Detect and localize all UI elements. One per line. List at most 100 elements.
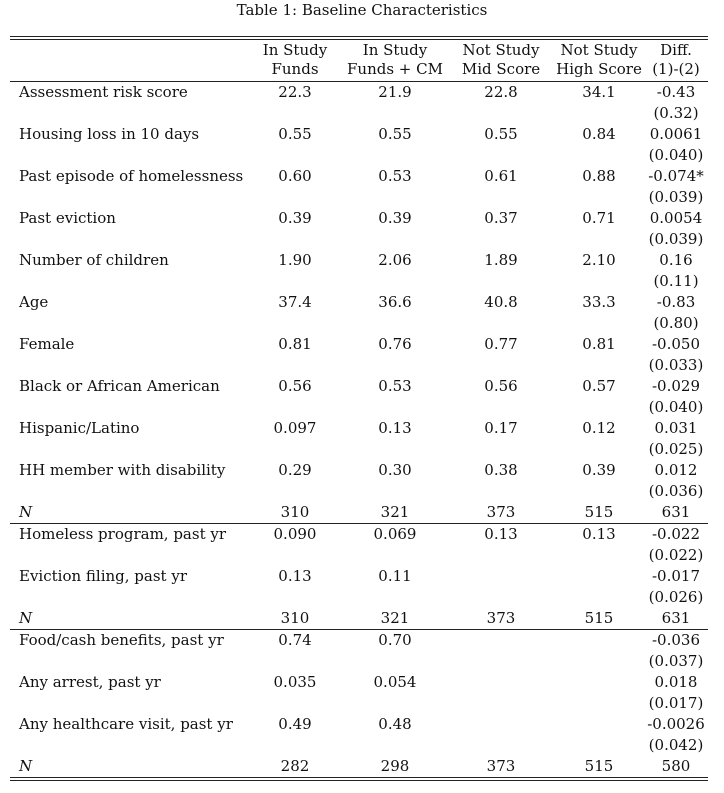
- blank-cell: [248, 229, 342, 250]
- blank-cell: [554, 103, 644, 124]
- standard-error-row: (0.036): [10, 481, 708, 502]
- standard-error-cell: (0.040): [648, 146, 704, 164]
- blank-cell: [248, 651, 342, 672]
- table-body: Assessment risk score 22.3 21.9 22.8 34.1 -0.…: [10, 81, 708, 778]
- table-cell: 0.13: [278, 567, 312, 585]
- table-row: Any arrest, past yr 0.035 0.054 0.018: [10, 672, 708, 693]
- blank-cell: [342, 481, 448, 502]
- table-cell: [554, 629, 644, 651]
- blank-cell: [248, 587, 342, 608]
- table-cell: 2.10: [582, 251, 616, 269]
- standard-error-cell: (0.32): [653, 104, 699, 122]
- sample-size-row: N 310 321 373 515 631: [10, 608, 708, 630]
- table-cell: -0.036: [644, 629, 708, 651]
- blank-cell: [342, 145, 448, 166]
- blank-cell: [10, 481, 248, 502]
- blank-cell: [554, 355, 644, 376]
- row-label: Female: [19, 335, 75, 353]
- blank-cell: [554, 735, 644, 756]
- blank-cell: [554, 693, 644, 714]
- table-cell: 0.39: [278, 209, 312, 227]
- blank-cell: [248, 145, 342, 166]
- blank-cell: [448, 187, 554, 208]
- table-cell: 33.3: [582, 293, 616, 311]
- table-cell: 0.49: [278, 715, 312, 733]
- table-cell: 0.090: [248, 523, 342, 545]
- blank-cell: [10, 103, 248, 124]
- blank-cell: [342, 271, 448, 292]
- table-cell: 0.48: [378, 715, 412, 733]
- standard-error-cell: (0.11): [653, 272, 699, 290]
- table-cell: -0.83: [656, 293, 696, 311]
- blank-cell: [448, 355, 554, 376]
- table-cell: 0.71: [582, 209, 616, 227]
- blank-cell: [10, 355, 248, 376]
- table-cell: 34.1: [554, 81, 644, 103]
- sample-size-cell: 373: [486, 503, 516, 521]
- column-header: In Study: [362, 41, 428, 59]
- sample-size-cell: 373: [486, 609, 516, 627]
- blank-cell: [342, 313, 448, 334]
- sample-size-cell: 515: [584, 503, 614, 521]
- table-cell: 0.56: [484, 377, 518, 395]
- blank-cell: [10, 229, 248, 250]
- table-cell: -0.074*: [648, 167, 704, 185]
- standard-error-row: (0.80): [10, 313, 708, 334]
- blank-cell: [342, 355, 448, 376]
- row-label: HH member with disability: [19, 461, 226, 479]
- table-cell: -0.022: [644, 523, 708, 545]
- table-cell: 1.90: [278, 251, 312, 269]
- table-cell: [448, 714, 554, 735]
- blank-cell: [448, 651, 554, 672]
- header-blank: [10, 40, 248, 60]
- table-cell: 0.11: [378, 567, 412, 585]
- standard-error-cell: (0.036): [648, 482, 704, 500]
- standard-error-cell: (0.039): [648, 188, 704, 206]
- blank-cell: [448, 103, 554, 124]
- row-label: Number of children: [19, 251, 169, 269]
- sample-size-row: N 282 298 373 515 580: [10, 756, 708, 777]
- table-cell: 0.13: [448, 523, 554, 545]
- sample-size-cell: 580: [661, 757, 691, 775]
- table-cell: 0.035: [273, 673, 317, 691]
- blank-cell: [448, 693, 554, 714]
- sample-size-cell: 515: [584, 609, 614, 627]
- blank-cell: [10, 693, 248, 714]
- table-cell: 0.054: [373, 673, 417, 691]
- blank-cell: [448, 229, 554, 250]
- standard-error-row: (0.022): [10, 545, 708, 566]
- sample-size-cell: 515: [584, 757, 614, 775]
- table-cell: 0.38: [484, 461, 518, 479]
- table-cell: 0.57: [582, 377, 616, 395]
- table-row: Age 37.4 36.6 40.8 33.3 -0.83: [10, 292, 708, 313]
- table-caption: Table 1: Baseline Characteristics: [236, 1, 488, 19]
- blank-cell: [248, 355, 342, 376]
- table-cell: [448, 672, 554, 693]
- table-cell: 0.81: [278, 335, 312, 353]
- blank-cell: [554, 545, 644, 566]
- sample-size-cell: 631: [661, 609, 691, 627]
- table-row: Food/cash benefits, past yr 0.74 0.70 -0.03…: [10, 629, 708, 651]
- column-header: Not Study: [462, 41, 540, 59]
- row-label: Past episode of homelessness: [19, 167, 244, 185]
- table-cell: 0.29: [278, 461, 312, 479]
- table-cell: -0.017: [651, 567, 700, 585]
- table-cell: 0.55: [484, 125, 518, 143]
- table-row: Assessment risk score 22.3 21.9 22.8 34.1 -0.…: [10, 81, 708, 103]
- blank-cell: [448, 735, 554, 756]
- table-cell: 0.55: [278, 125, 312, 143]
- blank-cell: [342, 693, 448, 714]
- column-header: In Study: [262, 41, 328, 59]
- table-cell: 0.81: [582, 335, 616, 353]
- standard-error-row: (0.042): [10, 735, 708, 756]
- table-cell: 0.30: [378, 461, 412, 479]
- table-cell: 1.89: [484, 251, 518, 269]
- standard-error-cell: (0.80): [653, 314, 699, 332]
- blank-cell: [448, 545, 554, 566]
- table-cell: 0.77: [484, 335, 518, 353]
- blank-cell: [342, 439, 448, 460]
- standard-error-row: (0.017): [10, 693, 708, 714]
- blank-cell: [448, 145, 554, 166]
- table-cell: 0.031: [654, 419, 698, 437]
- standard-error-cell: (0.025): [648, 440, 704, 458]
